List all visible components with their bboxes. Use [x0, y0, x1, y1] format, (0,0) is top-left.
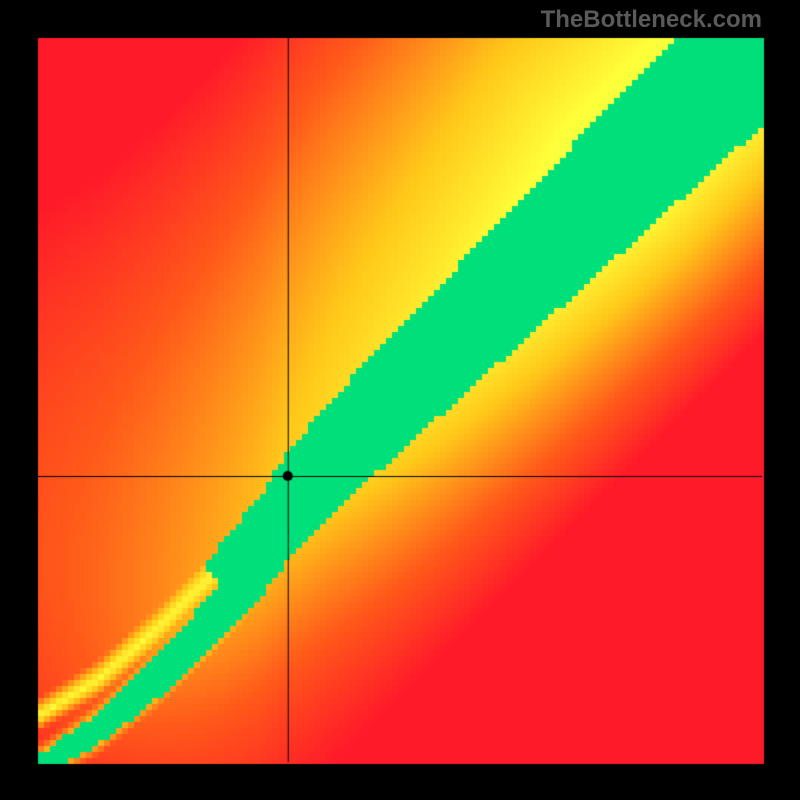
watermark-text: TheBottleneck.com [541, 6, 762, 34]
bottleneck-heatmap [0, 0, 800, 800]
